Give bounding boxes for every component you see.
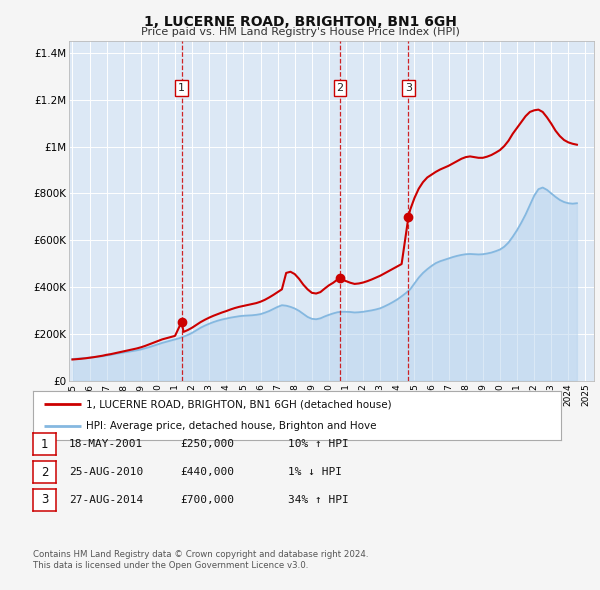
Text: 18-MAY-2001: 18-MAY-2001 (69, 440, 143, 449)
Text: Contains HM Land Registry data © Crown copyright and database right 2024.: Contains HM Land Registry data © Crown c… (33, 550, 368, 559)
Text: This data is licensed under the Open Government Licence v3.0.: This data is licensed under the Open Gov… (33, 560, 308, 569)
Text: 1: 1 (178, 83, 185, 93)
Text: 27-AUG-2014: 27-AUG-2014 (69, 495, 143, 504)
Text: 2: 2 (337, 83, 344, 93)
Text: 1: 1 (41, 438, 48, 451)
Text: 1% ↓ HPI: 1% ↓ HPI (288, 467, 342, 477)
Text: 2: 2 (41, 466, 48, 478)
Text: £440,000: £440,000 (180, 467, 234, 477)
Text: 1, LUCERNE ROAD, BRIGHTON, BN1 6GH: 1, LUCERNE ROAD, BRIGHTON, BN1 6GH (143, 15, 457, 29)
Text: 25-AUG-2010: 25-AUG-2010 (69, 467, 143, 477)
Text: £700,000: £700,000 (180, 495, 234, 504)
Text: £250,000: £250,000 (180, 440, 234, 449)
Text: 10% ↑ HPI: 10% ↑ HPI (288, 440, 349, 449)
Text: 1, LUCERNE ROAD, BRIGHTON, BN1 6GH (detached house): 1, LUCERNE ROAD, BRIGHTON, BN1 6GH (deta… (86, 399, 391, 409)
Text: 34% ↑ HPI: 34% ↑ HPI (288, 495, 349, 504)
Text: HPI: Average price, detached house, Brighton and Hove: HPI: Average price, detached house, Brig… (86, 421, 376, 431)
Text: Price paid vs. HM Land Registry's House Price Index (HPI): Price paid vs. HM Land Registry's House … (140, 27, 460, 37)
Text: 3: 3 (41, 493, 48, 506)
Text: 3: 3 (405, 83, 412, 93)
